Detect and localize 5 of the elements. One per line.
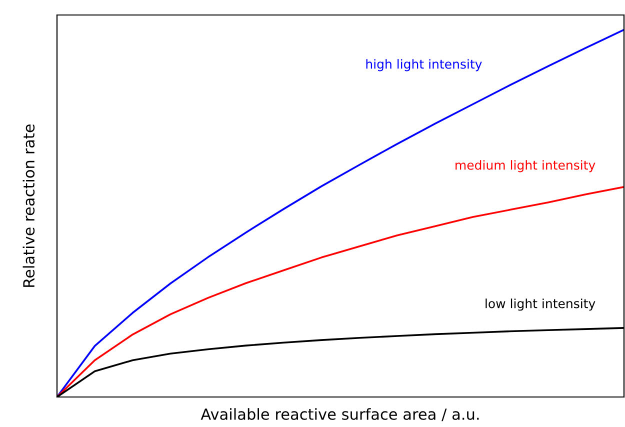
x-axis-title: Available reactive surface area / a.u. [200,408,479,422]
series-label: medium light intensity [456,160,596,172]
series-label: low light intensity [486,298,596,311]
y-axis-title: Relative reaction rate [22,124,35,287]
text: high light intensity [366,59,482,72]
